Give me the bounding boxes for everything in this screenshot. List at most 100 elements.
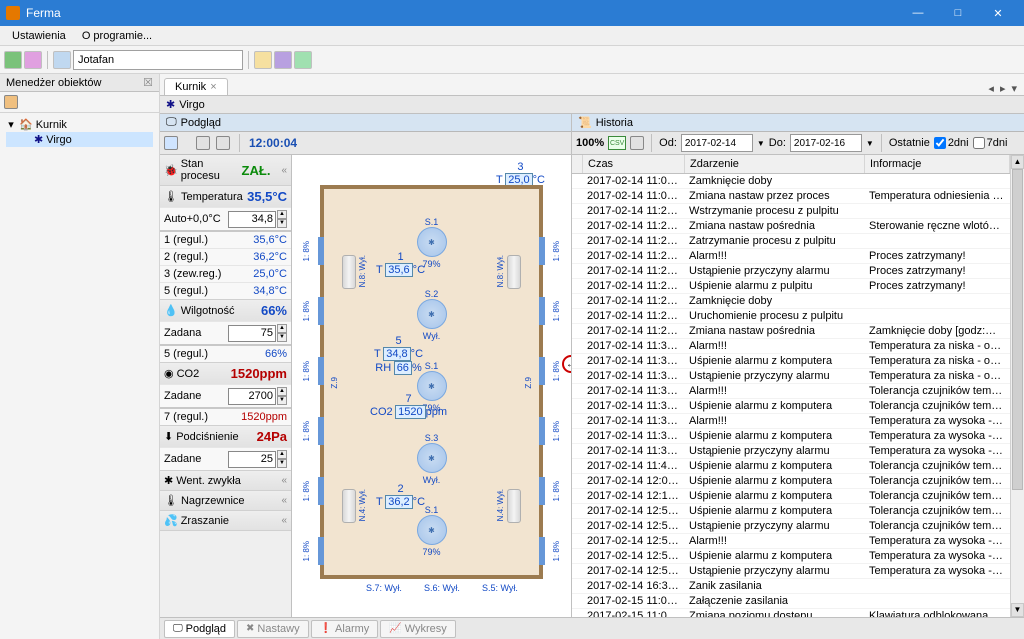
table-row[interactable]: 2017-02-14 12:55:56Ustąpienie przyczyny … — [572, 519, 1010, 534]
temp-value: 35,5°C — [247, 189, 287, 204]
history-table[interactable]: Czas Zdarzenie Informacje 2017-02-14 11:… — [572, 155, 1010, 617]
history-zoom[interactable]: 100% — [576, 137, 604, 149]
scroll-icon: 📜 — [578, 116, 592, 129]
users-icon[interactable] — [53, 51, 71, 69]
history-print-icon[interactable] — [630, 136, 644, 150]
tab-prev-icon[interactable]: ◂ — [985, 82, 997, 95]
history-from-input[interactable] — [681, 134, 753, 152]
table-row[interactable]: 2017-02-14 11:28:36Uruchomienie procesu … — [572, 309, 1010, 324]
table-row[interactable]: 2017-02-14 12:56:53Uśpienie alarmu z kom… — [572, 549, 1010, 564]
save-icon[interactable] — [274, 51, 292, 69]
object-tree: ▾🏠 Kurnik ✱ Virgo — [0, 113, 159, 639]
table-row[interactable]: 2017-02-14 11:28:19Ustąpienie przyczyny … — [572, 264, 1010, 279]
table-row[interactable]: 2017-02-15 11:04:50Zmiana poziomu dostęp… — [572, 609, 1010, 617]
tab-close-icon[interactable]: × — [210, 81, 216, 93]
table-row[interactable]: 2017-02-14 11:28:36Zmiana nastaw pośredn… — [572, 324, 1010, 339]
object-manager-close-icon[interactable]: ☒ — [143, 76, 153, 89]
table-row[interactable]: 2017-02-14 11:48:22Uśpienie alarmu z kom… — [572, 459, 1010, 474]
fan-s1c-unit: ✱ — [417, 515, 447, 545]
table-row[interactable]: 2017-02-14 12:18:40Uśpienie alarmu z kom… — [572, 489, 1010, 504]
table-row[interactable]: 2017-02-14 11:35:00Ustąpienie przyczyny … — [572, 444, 1010, 459]
humidity-spinner[interactable]: ▲▼ — [277, 324, 287, 342]
close-button[interactable]: ✕ — [978, 0, 1018, 26]
object-manager-pane: Menedżer obiektów ☒ ▾🏠 Kurnik ✱ Virgo — [0, 74, 160, 639]
tree-label-kurnik: Kurnik — [36, 119, 67, 131]
preview-tb-sync-icon[interactable] — [164, 136, 178, 150]
btab-wykresy[interactable]: 📈Wykresy — [380, 620, 456, 638]
preview-panel: 🖵 Podgląd 12:00:04 🐞 — [160, 114, 572, 617]
table-row[interactable]: 2017-02-14 11:30:58Uśpienie alarmu z kom… — [572, 354, 1010, 369]
history-panel: 📜 Historia 100% CSV Od: ▼ Do: ▼ Ostatnie… — [572, 114, 1024, 617]
table-row[interactable]: 2017-02-14 11:28:06Zmiana nastaw pośredn… — [572, 219, 1010, 234]
pressure-spinner[interactable]: ▲▼ — [277, 450, 287, 468]
table-row[interactable]: 2017-02-14 11:30:53Alarm!!!Temperatura z… — [572, 339, 1010, 354]
table-row[interactable]: 2017-02-14 16:32:30Zanik zasilania — [572, 579, 1010, 594]
table-row[interactable]: 2017-02-14 11:04:27Zamknięcie doby — [572, 174, 1010, 189]
table-row[interactable]: 2017-02-14 12:03:31Uśpienie alarmu z kom… — [572, 474, 1010, 489]
pressure-target-input[interactable] — [228, 451, 276, 468]
tree-node-kurnik[interactable]: ▾🏠 Kurnik — [6, 117, 153, 132]
table-row[interactable]: 2017-02-14 11:28:36Zamknięcie doby — [572, 294, 1010, 309]
btab-nastawy[interactable]: ✖Nastawy — [237, 620, 309, 638]
maximize-button[interactable]: □ — [938, 0, 978, 26]
drop-icon: 💧 — [164, 304, 178, 317]
btab-alarmy[interactable]: ❗Alarmy — [311, 620, 379, 638]
table-row[interactable]: 2017-02-14 12:57:49Ustąpienie przyczyny … — [572, 564, 1010, 579]
preview-tb-print-icon[interactable] — [216, 136, 230, 150]
tab-kurnik[interactable]: Kurnik × — [164, 78, 228, 95]
csv-export-icon[interactable]: CSV — [608, 136, 626, 150]
table-row[interactable]: 2017-02-14 11:31:38Ustąpienie przyczyny … — [572, 369, 1010, 384]
bottom-tabs: 🖵Podgląd ✖Nastawy ❗Alarmy 📈Wykresy — [160, 617, 1024, 639]
tree-refresh-icon[interactable] — [4, 95, 18, 109]
btab-podglad[interactable]: 🖵Podgląd — [164, 620, 235, 638]
fan-s2-unit: ✱ — [417, 299, 447, 329]
window-title: Ferma — [26, 6, 898, 20]
history-2dni-checkbox[interactable]: 2dni — [934, 137, 969, 149]
forward-icon[interactable] — [294, 51, 312, 69]
table-row[interactable]: 2017-02-14 11:28:06Wstrzymanie procesu z… — [572, 204, 1010, 219]
history-to-input[interactable] — [790, 134, 862, 152]
history-scrollbar[interactable]: ▲ ▼ — [1010, 155, 1024, 617]
tree-node-virgo[interactable]: ✱ Virgo — [6, 132, 153, 147]
table-row[interactable]: 2017-02-14 11:34:08Uśpienie alarmu z kom… — [572, 429, 1010, 444]
temp-auto-spinner[interactable]: ▲▼ — [277, 210, 287, 228]
tab-menu-icon[interactable]: ▾ — [1008, 82, 1020, 95]
table-row[interactable]: 2017-02-14 11:28:16Zatrzymanie procesu z… — [572, 234, 1010, 249]
edit-icon[interactable] — [4, 51, 22, 69]
tab-next-icon[interactable]: ▸ — [997, 82, 1009, 95]
minimize-button[interactable]: — — [898, 0, 938, 26]
splitter-handle[interactable]: ↔ — [562, 355, 571, 373]
table-row[interactable]: 2017-02-14 11:34:03Alarm!!!Temperatura z… — [572, 414, 1010, 429]
tree-label-virgo: Virgo — [46, 134, 71, 146]
table-row[interactable]: 2017-02-14 11:28:16Alarm!!!Proces zatrzy… — [572, 249, 1010, 264]
fan-s3-unit: ✱ — [417, 443, 447, 473]
bug-icon: 🐞 — [164, 164, 178, 177]
menu-ustawienia[interactable]: Ustawienia — [4, 28, 74, 44]
table-row[interactable]: 2017-02-14 12:54:53Uśpienie alarmu z kom… — [572, 504, 1010, 519]
history-7dni-checkbox[interactable]: 7dni — [973, 137, 1008, 149]
table-row[interactable]: 2017-02-14 11:04:27Zmiana nastaw przez p… — [572, 189, 1010, 204]
co2-target-input[interactable] — [228, 388, 276, 405]
table-row[interactable]: 2017-02-14 11:33:17Uśpienie alarmu z kom… — [572, 399, 1010, 414]
thermo-icon: 🌡 — [164, 190, 178, 203]
app-icon — [6, 6, 20, 20]
table-row[interactable]: 2017-02-15 11:04:50Załączenie zasilania — [572, 594, 1010, 609]
table-row[interactable]: 2017-02-14 11:28:19Uśpienie alarmu z pul… — [572, 279, 1010, 294]
co2-spinner[interactable]: ▲▼ — [277, 387, 287, 405]
titlebar: Ferma — □ ✕ — [0, 0, 1024, 26]
toolbar — [0, 46, 1024, 74]
object-name-input[interactable] — [73, 50, 243, 70]
menu-oprogramie[interactable]: O programie... — [74, 28, 160, 44]
co2-icon: ◉ — [164, 367, 174, 380]
spray-icon: 💦 — [164, 514, 178, 527]
folder-icon[interactable] — [254, 51, 272, 69]
temp-auto-input[interactable] — [228, 211, 276, 228]
table-row[interactable]: 2017-02-14 11:33:12Alarm!!!Tolerancja cz… — [572, 384, 1010, 399]
clock: 12:00:04 — [249, 136, 297, 150]
user-icon[interactable] — [24, 51, 42, 69]
virgo-header: ✱ Virgo — [160, 96, 1024, 114]
preview-tb-tools-icon[interactable] — [196, 136, 210, 150]
preview-title: Podgląd — [181, 117, 221, 129]
table-row[interactable]: 2017-02-14 12:56:44Alarm!!!Temperatura z… — [572, 534, 1010, 549]
humidity-target-input[interactable] — [228, 325, 276, 342]
